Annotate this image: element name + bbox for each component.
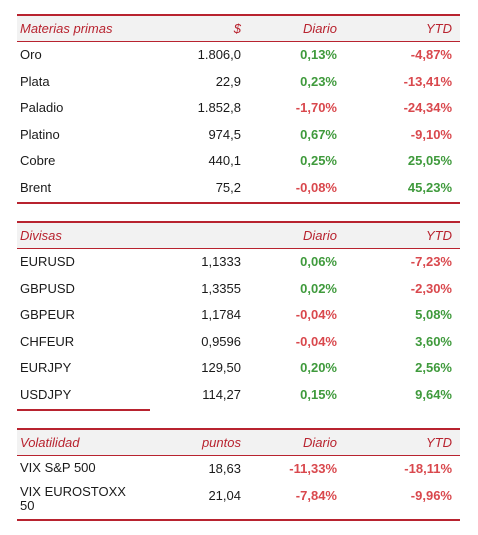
row-ytd: -4,87%	[410, 47, 452, 62]
row-name: USDJPY	[20, 386, 72, 402]
row-value: 0,9596	[201, 333, 241, 349]
row-diario: 0,13%	[300, 47, 337, 62]
row-ytd: 5,08%	[415, 307, 452, 323]
row-diario: -1,70%	[295, 100, 337, 116]
table-row: Brent 75,2 -0,08% 45,23%	[17, 175, 460, 202]
row-ytd: -24,34%	[403, 100, 452, 116]
row-ytd: -13,41%	[403, 73, 452, 89]
table-row: GBPUSD 1,3355 0,02% -2,30%	[17, 276, 460, 303]
row-ytd: -9,96%	[410, 487, 452, 503]
row-name: VIX EUROSTOXX 50	[20, 483, 126, 513]
row-diario: 0,25%	[300, 153, 337, 169]
row-value: 18,63	[208, 461, 241, 476]
row-name: Platino	[20, 126, 60, 142]
row-diario: -7,84%	[295, 487, 337, 503]
row-name: EURJPY	[20, 360, 72, 376]
row-name: Cobre	[20, 153, 56, 169]
row-value: 21,04	[208, 487, 241, 503]
volatilidad-rows: VIX S&P 500 18,63 -11,33% -18,11% VIX EUROST…	[17, 456, 460, 521]
header-diario: Diario	[303, 435, 337, 450]
row-value: 129,50	[201, 360, 241, 376]
row-name: Paladio	[20, 100, 64, 116]
table-row: CHFEUR 0,9596 -0,04% 3,60%	[17, 329, 460, 356]
row-value: 1.852,8	[197, 100, 241, 116]
row-ytd: -2,30%	[410, 280, 452, 296]
divisas-table: Divisas Diario YTD EURUSD 1,1333 0,06% -7,2…	[17, 221, 460, 411]
table-row: Platino 974,5 0,67% -9,10%	[17, 122, 460, 149]
table-row: VIX S&P 500 18,63 -11,33% -18,11%	[17, 456, 460, 483]
header-unit: $	[233, 21, 241, 36]
header-ytd: YTD	[426, 21, 452, 36]
row-diario: 0,02%	[300, 280, 337, 296]
row-value: 1,3355	[201, 280, 241, 296]
table-row: GBPEUR 1,1784 -0,04% 5,08%	[17, 302, 460, 329]
row-diario: 0,20%	[300, 360, 337, 376]
row-name: CHFEUR	[20, 333, 75, 349]
row-name: GBPEUR	[20, 307, 75, 323]
row-ytd: 9,64%	[415, 386, 452, 402]
row-ytd: -7,23%	[410, 254, 452, 269]
row-name: VIX S&P 500	[20, 460, 96, 475]
row-diario: -0,04%	[295, 307, 337, 323]
header-label: Divisas	[20, 228, 62, 243]
header-label: Materias primas	[20, 21, 113, 36]
row-diario: 0,15%	[300, 386, 337, 402]
row-name: GBPUSD	[20, 280, 75, 296]
divisas-bottom-rule	[17, 408, 150, 411]
row-ytd: 3,60%	[415, 333, 452, 349]
header-unit: puntos	[201, 435, 241, 450]
table-row: EURJPY 129,50 0,20% 2,56%	[17, 355, 460, 382]
table-row: Oro 1.806,0 0,13% -4,87%	[17, 42, 460, 69]
volatilidad-table: Volatilidad puntos Diario YTD VIX S&P 50…	[17, 428, 460, 521]
row-ytd: 45,23%	[407, 179, 452, 195]
header-ytd: YTD	[426, 435, 452, 450]
row-value: 1,1784	[201, 307, 241, 323]
materias-rows: Oro 1.806,0 0,13% -4,87% Plata 22,9 0,23% -13,4…	[17, 42, 460, 204]
table-row: Plata 22,9 0,23% -13,41%	[17, 69, 460, 96]
row-diario: 0,67%	[300, 126, 337, 142]
header-label: Volatilidad	[20, 435, 80, 450]
header-ytd: YTD	[426, 228, 452, 243]
row-diario: -0,04%	[295, 333, 337, 349]
row-value: 1.806,0	[197, 47, 241, 62]
row-value: 1,1333	[201, 254, 241, 269]
row-ytd: -9,10%	[410, 126, 452, 142]
row-ytd: 25,05%	[407, 153, 452, 169]
header-diario: Diario	[303, 21, 337, 36]
row-ytd: -18,11%	[404, 461, 452, 476]
row-value: 75,2	[215, 179, 241, 195]
row-value: 974,5	[208, 126, 241, 142]
volatilidad-header: Volatilidad puntos Diario YTD	[17, 428, 460, 456]
table-row: Cobre 440,1 0,25% 25,05%	[17, 148, 460, 175]
table-row: EURUSD 1,1333 0,06% -7,23%	[17, 249, 460, 276]
row-value: 440,1	[208, 153, 241, 169]
materias-primas-header: Materias primas $ Diario YTD	[17, 14, 460, 42]
row-ytd: 2,56%	[415, 360, 452, 376]
row-diario: 0,23%	[300, 73, 337, 89]
row-name: Brent	[20, 179, 52, 195]
row-diario: -11,33%	[289, 461, 337, 476]
row-name: EURUSD	[20, 254, 75, 269]
row-diario: -0,08%	[295, 179, 337, 195]
row-value: 22,9	[215, 73, 241, 89]
row-name: Oro	[20, 47, 42, 62]
row-value: 114,27	[202, 386, 241, 402]
header-diario: Diario	[303, 228, 337, 243]
row-diario: 0,06%	[300, 254, 337, 269]
materias-primas-table: Materias primas $ Diario YTD Oro 1.806,0 0…	[17, 14, 460, 204]
table-row: VIX EUROSTOXX 50 21,04 -7,84% -9,96%	[17, 483, 460, 519]
table-row: Paladio 1.852,8 -1,70% -24,34%	[17, 95, 460, 122]
table-row: USDJPY 114,27 0,15% 9,64%	[17, 382, 460, 409]
divisas-header: Divisas Diario YTD	[17, 221, 460, 249]
row-name: Plata	[20, 73, 50, 89]
divisas-rows: EURUSD 1,1333 0,06% -7,23% GBPUSD 1,3355 0,02%…	[17, 249, 460, 409]
